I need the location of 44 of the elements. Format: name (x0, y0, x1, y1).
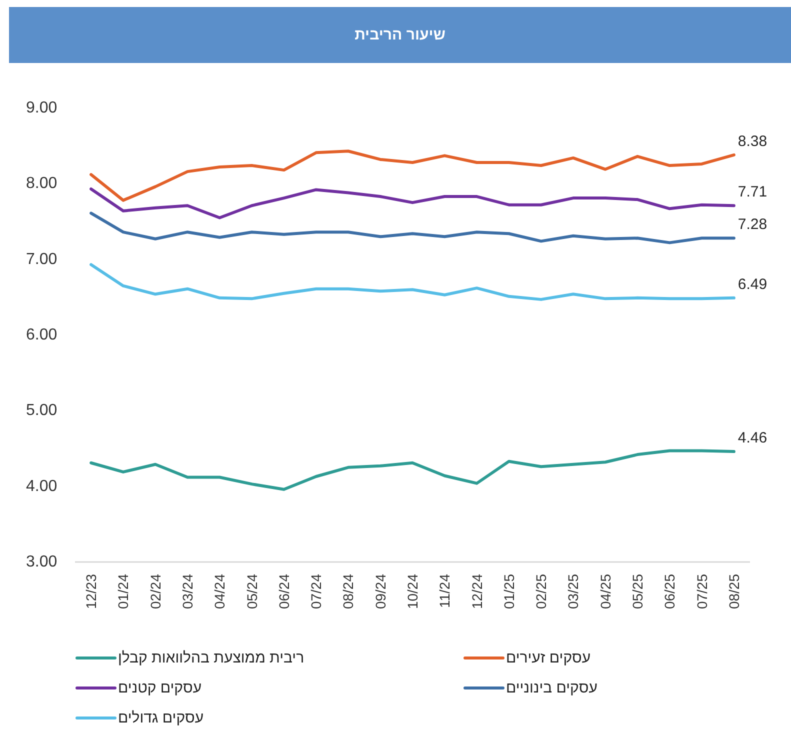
legend-label: עסקים קטנים (118, 680, 202, 696)
x-tick-label: 01/25 (500, 574, 517, 610)
x-tick-label: 04/24 (212, 574, 228, 610)
line-series (90, 212, 736, 244)
x-tick-label: 02/25 (533, 574, 550, 610)
y-tick-label: 9.00 (26, 100, 58, 116)
x-tick-label: 07/25 (694, 574, 710, 610)
data-label: 8.38 (738, 132, 768, 150)
x-tick-label: 03/24 (180, 574, 196, 610)
legend-label: עסקים בינוניים (506, 680, 598, 696)
line-series (90, 263, 736, 301)
y-tick-label: 6.00 (26, 326, 58, 344)
x-tick-label: 12/24 (468, 574, 485, 610)
y-tick-label: 4.00 (26, 478, 58, 495)
x-tick-label: 06/25 (662, 574, 678, 610)
data-label: 6.49 (738, 276, 768, 293)
legend-label: עסקים זעירים (506, 650, 591, 666)
x-tick-label: 10/24 (404, 574, 420, 610)
legend-label: ריבית ממוצעת בהלוואות קבלן (118, 650, 304, 666)
line-series (90, 187, 736, 220)
x-tick-label: 05/25 (630, 574, 646, 610)
x-tick-label: 06/24 (276, 574, 292, 610)
x-tick-label: 04/25 (597, 574, 614, 610)
line-series (90, 150, 736, 202)
data-label: 4.46 (738, 430, 768, 447)
title: שיעור הריבית (354, 26, 446, 44)
y-tick-label: 8.00 (26, 175, 58, 192)
x-tick-label: 02/24 (147, 574, 164, 610)
line-series (90, 449, 736, 491)
x-tick-label: 03/25 (565, 574, 582, 610)
x-tick-label: 07/24 (308, 574, 324, 610)
x-tick-label: 12/23 (83, 574, 100, 610)
data-label: 7.28 (738, 216, 768, 234)
y-tick-label: 5.00 (26, 402, 58, 420)
data-label: 7.71 (738, 184, 768, 201)
x-tick-label: 11/24 (436, 574, 453, 608)
x-tick-label: 09/24 (372, 574, 388, 610)
x-tick-label: 08/24 (340, 574, 356, 610)
x-tick-label: 01/24 (115, 574, 132, 610)
y-tick-label: 3.00 (26, 554, 58, 570)
x-tick-label: 05/24 (244, 574, 260, 610)
x-tick-label: 08/25 (726, 574, 742, 610)
y-tick-label: 7.00 (26, 250, 58, 268)
legend-label: עסקים גדולים (118, 710, 204, 726)
